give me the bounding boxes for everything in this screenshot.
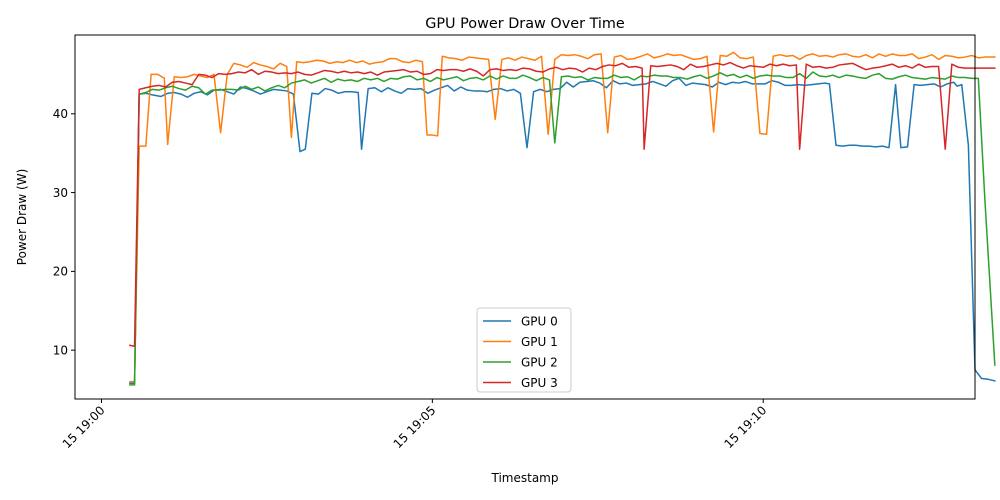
series-line-gpu-3 bbox=[129, 61, 996, 347]
legend: GPU 0 GPU 1 GPU 2 GPU 3 bbox=[476, 307, 572, 393]
y-tick-label: 20 bbox=[53, 265, 68, 279]
x-tick-label: 15 19:00 bbox=[60, 403, 108, 451]
legend-label: GPU 3 bbox=[521, 376, 558, 390]
y-axis-title: Power Draw (W) bbox=[15, 169, 29, 265]
x-tick-label: 15 19:10 bbox=[722, 403, 770, 451]
y-tick-label: 30 bbox=[53, 186, 68, 200]
y-axis: 10 20 30 40 bbox=[53, 107, 75, 357]
legend-box bbox=[476, 307, 572, 393]
plot-frame bbox=[74, 34, 976, 400]
x-axis: 15 19:00 15 19:05 15 19:10 bbox=[60, 399, 770, 451]
legend-label: GPU 0 bbox=[521, 314, 558, 328]
series-line-gpu-2 bbox=[129, 71, 996, 386]
x-tick-label: 15 19:05 bbox=[391, 403, 439, 451]
legend-label: GPU 1 bbox=[521, 335, 558, 349]
series-line-gpu-0 bbox=[129, 77, 996, 384]
y-tick-label: 40 bbox=[53, 107, 68, 121]
chart-title: GPU Power Draw Over Time bbox=[425, 16, 625, 32]
y-tick-label: 10 bbox=[53, 343, 68, 357]
legend-label: GPU 2 bbox=[521, 355, 558, 369]
x-axis-title: Timestamp bbox=[491, 471, 559, 485]
plot-area bbox=[129, 51, 996, 386]
